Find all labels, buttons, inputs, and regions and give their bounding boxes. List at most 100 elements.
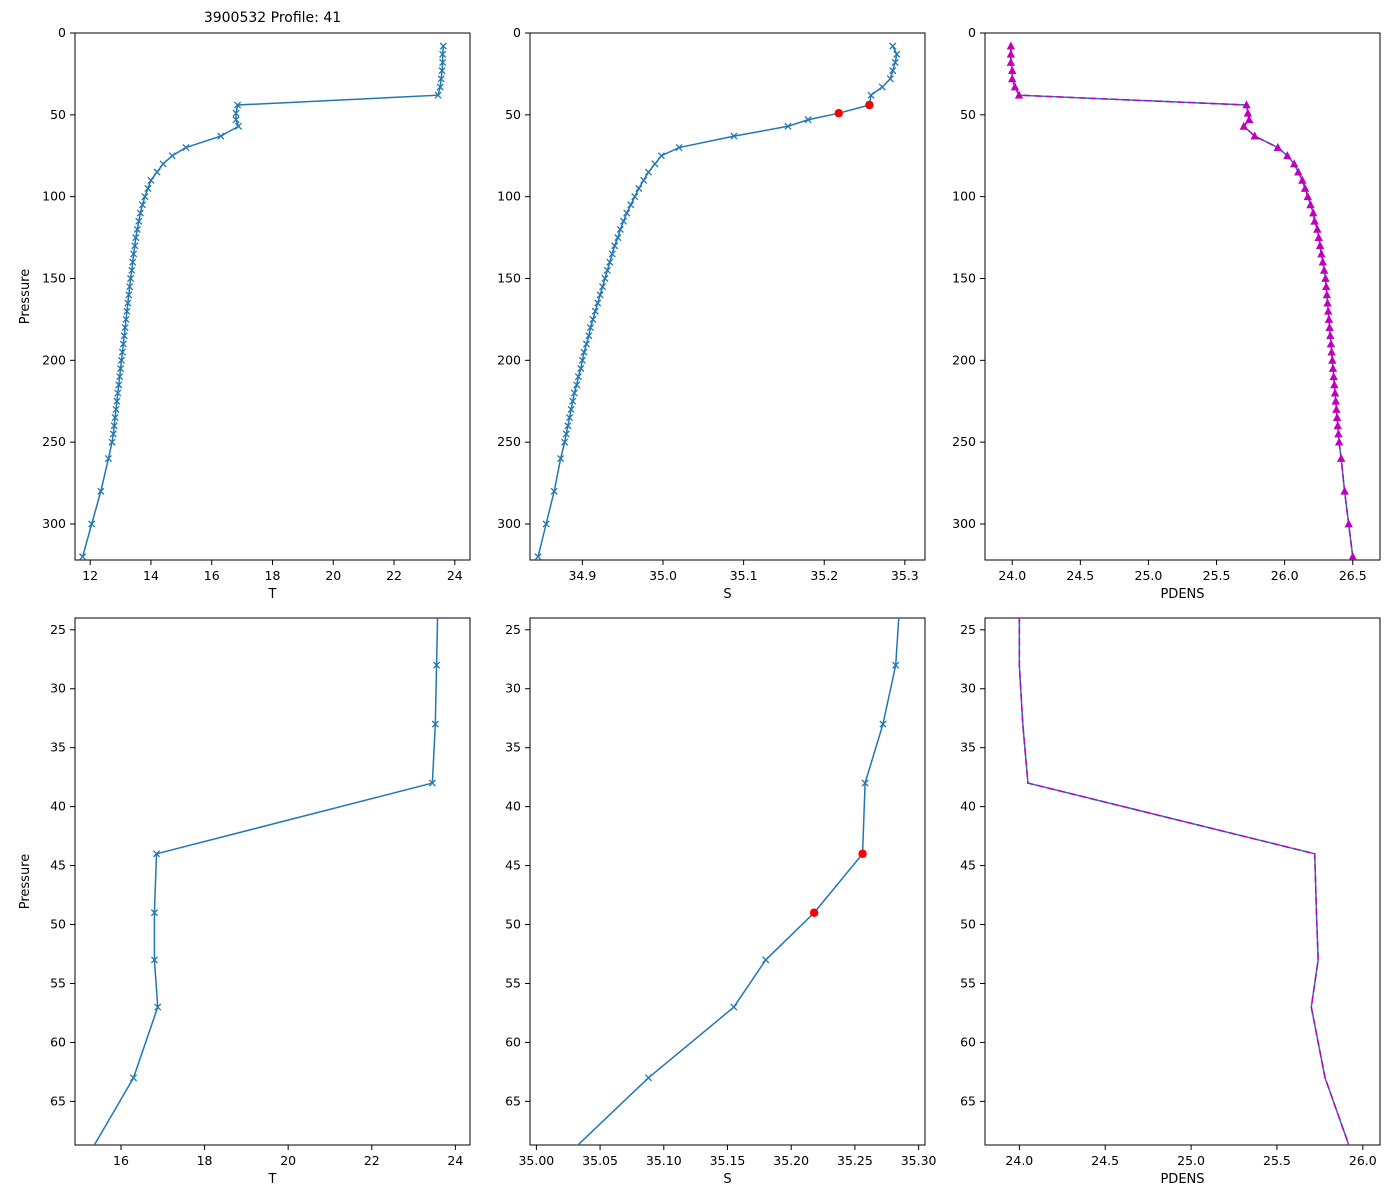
x-tick-label: 14 bbox=[143, 568, 159, 583]
x-marker bbox=[892, 661, 900, 669]
y-tick-label: 150 bbox=[497, 270, 521, 285]
triangle-marker bbox=[1326, 339, 1336, 348]
x-marker bbox=[577, 364, 585, 373]
x-tick-label: 25.0 bbox=[1135, 568, 1163, 583]
x-marker bbox=[154, 1003, 162, 1011]
profile-line bbox=[93, 618, 439, 1145]
x-marker bbox=[115, 381, 123, 389]
x-marker bbox=[565, 414, 574, 422]
x-marker bbox=[124, 299, 132, 307]
x-marker bbox=[118, 348, 126, 356]
triangle-marker bbox=[1328, 363, 1338, 372]
x-marker bbox=[889, 42, 897, 50]
x-marker bbox=[586, 324, 595, 332]
x-tick-label: 18 bbox=[265, 568, 281, 583]
triangle-marker bbox=[1242, 100, 1251, 109]
y-tick-label: 250 bbox=[497, 434, 521, 449]
x-marker bbox=[631, 193, 639, 201]
x-marker bbox=[112, 405, 120, 413]
triangle-marker bbox=[1322, 290, 1332, 299]
x-marker bbox=[569, 397, 577, 405]
x-marker bbox=[596, 291, 604, 299]
x-marker bbox=[141, 193, 149, 201]
x-marker bbox=[608, 250, 616, 258]
y-tick-label: 0 bbox=[58, 25, 66, 40]
x-tick-label: 24.5 bbox=[1091, 1153, 1119, 1168]
x-marker bbox=[891, 58, 899, 67]
triangle-marker bbox=[1321, 282, 1331, 291]
x-marker bbox=[879, 720, 887, 728]
y-tick-label: 100 bbox=[497, 189, 521, 204]
x-marker bbox=[150, 909, 158, 917]
triangle-marker bbox=[1325, 322, 1334, 331]
flagged-point-marker bbox=[834, 108, 843, 118]
y-tick-label: 65 bbox=[505, 1093, 521, 1108]
y-tick-label: 60 bbox=[960, 1034, 976, 1049]
y-tick-label: 55 bbox=[960, 975, 976, 990]
triangle-marker bbox=[1310, 216, 1319, 225]
x-marker bbox=[893, 50, 901, 58]
density-profile-plot: 24.0 24.5 25.0 25.5 26.0 26.5 0 50 100 150 200 250 3… bbox=[952, 25, 1381, 602]
x-marker bbox=[616, 225, 624, 233]
x-marker bbox=[152, 850, 161, 858]
y-tick-label: 50 bbox=[960, 107, 976, 122]
x-marker bbox=[651, 160, 659, 168]
y-tick-label: 45 bbox=[50, 858, 66, 873]
x-marker bbox=[131, 242, 139, 250]
triangle-marker bbox=[1303, 192, 1313, 201]
x-tick-label: 24 bbox=[447, 1153, 463, 1168]
profile-line bbox=[1010, 46, 1354, 557]
x-marker bbox=[88, 520, 96, 528]
x-marker bbox=[127, 274, 135, 283]
x-marker bbox=[534, 553, 542, 560]
x-marker bbox=[675, 144, 683, 152]
x-marker bbox=[133, 225, 141, 233]
density-zoom-plot: 24.0 24.5 25.0 25.5 26.0 25 30 35 40 45 50 55 60 65 PD… bbox=[960, 617, 1381, 1187]
x-marker bbox=[594, 299, 602, 307]
y-tick-label: 35 bbox=[50, 740, 66, 755]
x-marker bbox=[135, 217, 143, 225]
x-marker bbox=[119, 340, 127, 348]
series-group bbox=[79, 42, 447, 560]
triangle-marker bbox=[1330, 388, 1340, 397]
y-tick-label: 35 bbox=[505, 740, 521, 755]
x-marker bbox=[436, 544, 442, 550]
x-tick-label: 35.05 bbox=[582, 1153, 618, 1168]
y-tick-label: 40 bbox=[505, 799, 521, 814]
y-tick-label: 45 bbox=[960, 858, 976, 873]
x-marker bbox=[867, 91, 875, 99]
y-tick-label: 150 bbox=[952, 270, 976, 285]
x-marker bbox=[111, 414, 119, 422]
x-marker bbox=[561, 438, 569, 446]
x-marker bbox=[153, 168, 161, 176]
y-tick-label: 50 bbox=[50, 917, 66, 932]
x-marker bbox=[762, 956, 770, 964]
x-marker bbox=[108, 438, 116, 446]
y-tick-label: 30 bbox=[960, 681, 976, 696]
x-marker bbox=[150, 956, 158, 964]
x-marker bbox=[804, 116, 812, 124]
x-marker bbox=[182, 144, 190, 152]
x-tick-label: 35.2 bbox=[810, 568, 838, 583]
triangle-marker bbox=[1294, 167, 1303, 176]
x-marker bbox=[144, 184, 152, 193]
triangle-marker bbox=[1334, 437, 1344, 446]
x-marker bbox=[896, 426, 902, 432]
triangle-marker bbox=[1331, 396, 1340, 405]
x-marker bbox=[627, 201, 635, 209]
x-marker bbox=[97, 487, 105, 495]
flagged-point-marker bbox=[865, 100, 874, 110]
triangle-marker bbox=[1327, 347, 1336, 356]
x-marker bbox=[573, 381, 581, 389]
x-tick-label: 20 bbox=[280, 1153, 296, 1168]
triangle-marker bbox=[1348, 552, 1357, 560]
triangle-marker bbox=[1010, 82, 1020, 91]
x-marker bbox=[125, 291, 133, 299]
x-marker bbox=[557, 454, 565, 463]
triangle-marker bbox=[1326, 331, 1335, 340]
triangle-marker bbox=[1334, 429, 1343, 438]
triangle-marker bbox=[1006, 41, 1016, 50]
triangle-marker bbox=[1319, 265, 1329, 274]
x-tick-label: 24 bbox=[447, 568, 463, 583]
x-marker bbox=[431, 720, 439, 728]
